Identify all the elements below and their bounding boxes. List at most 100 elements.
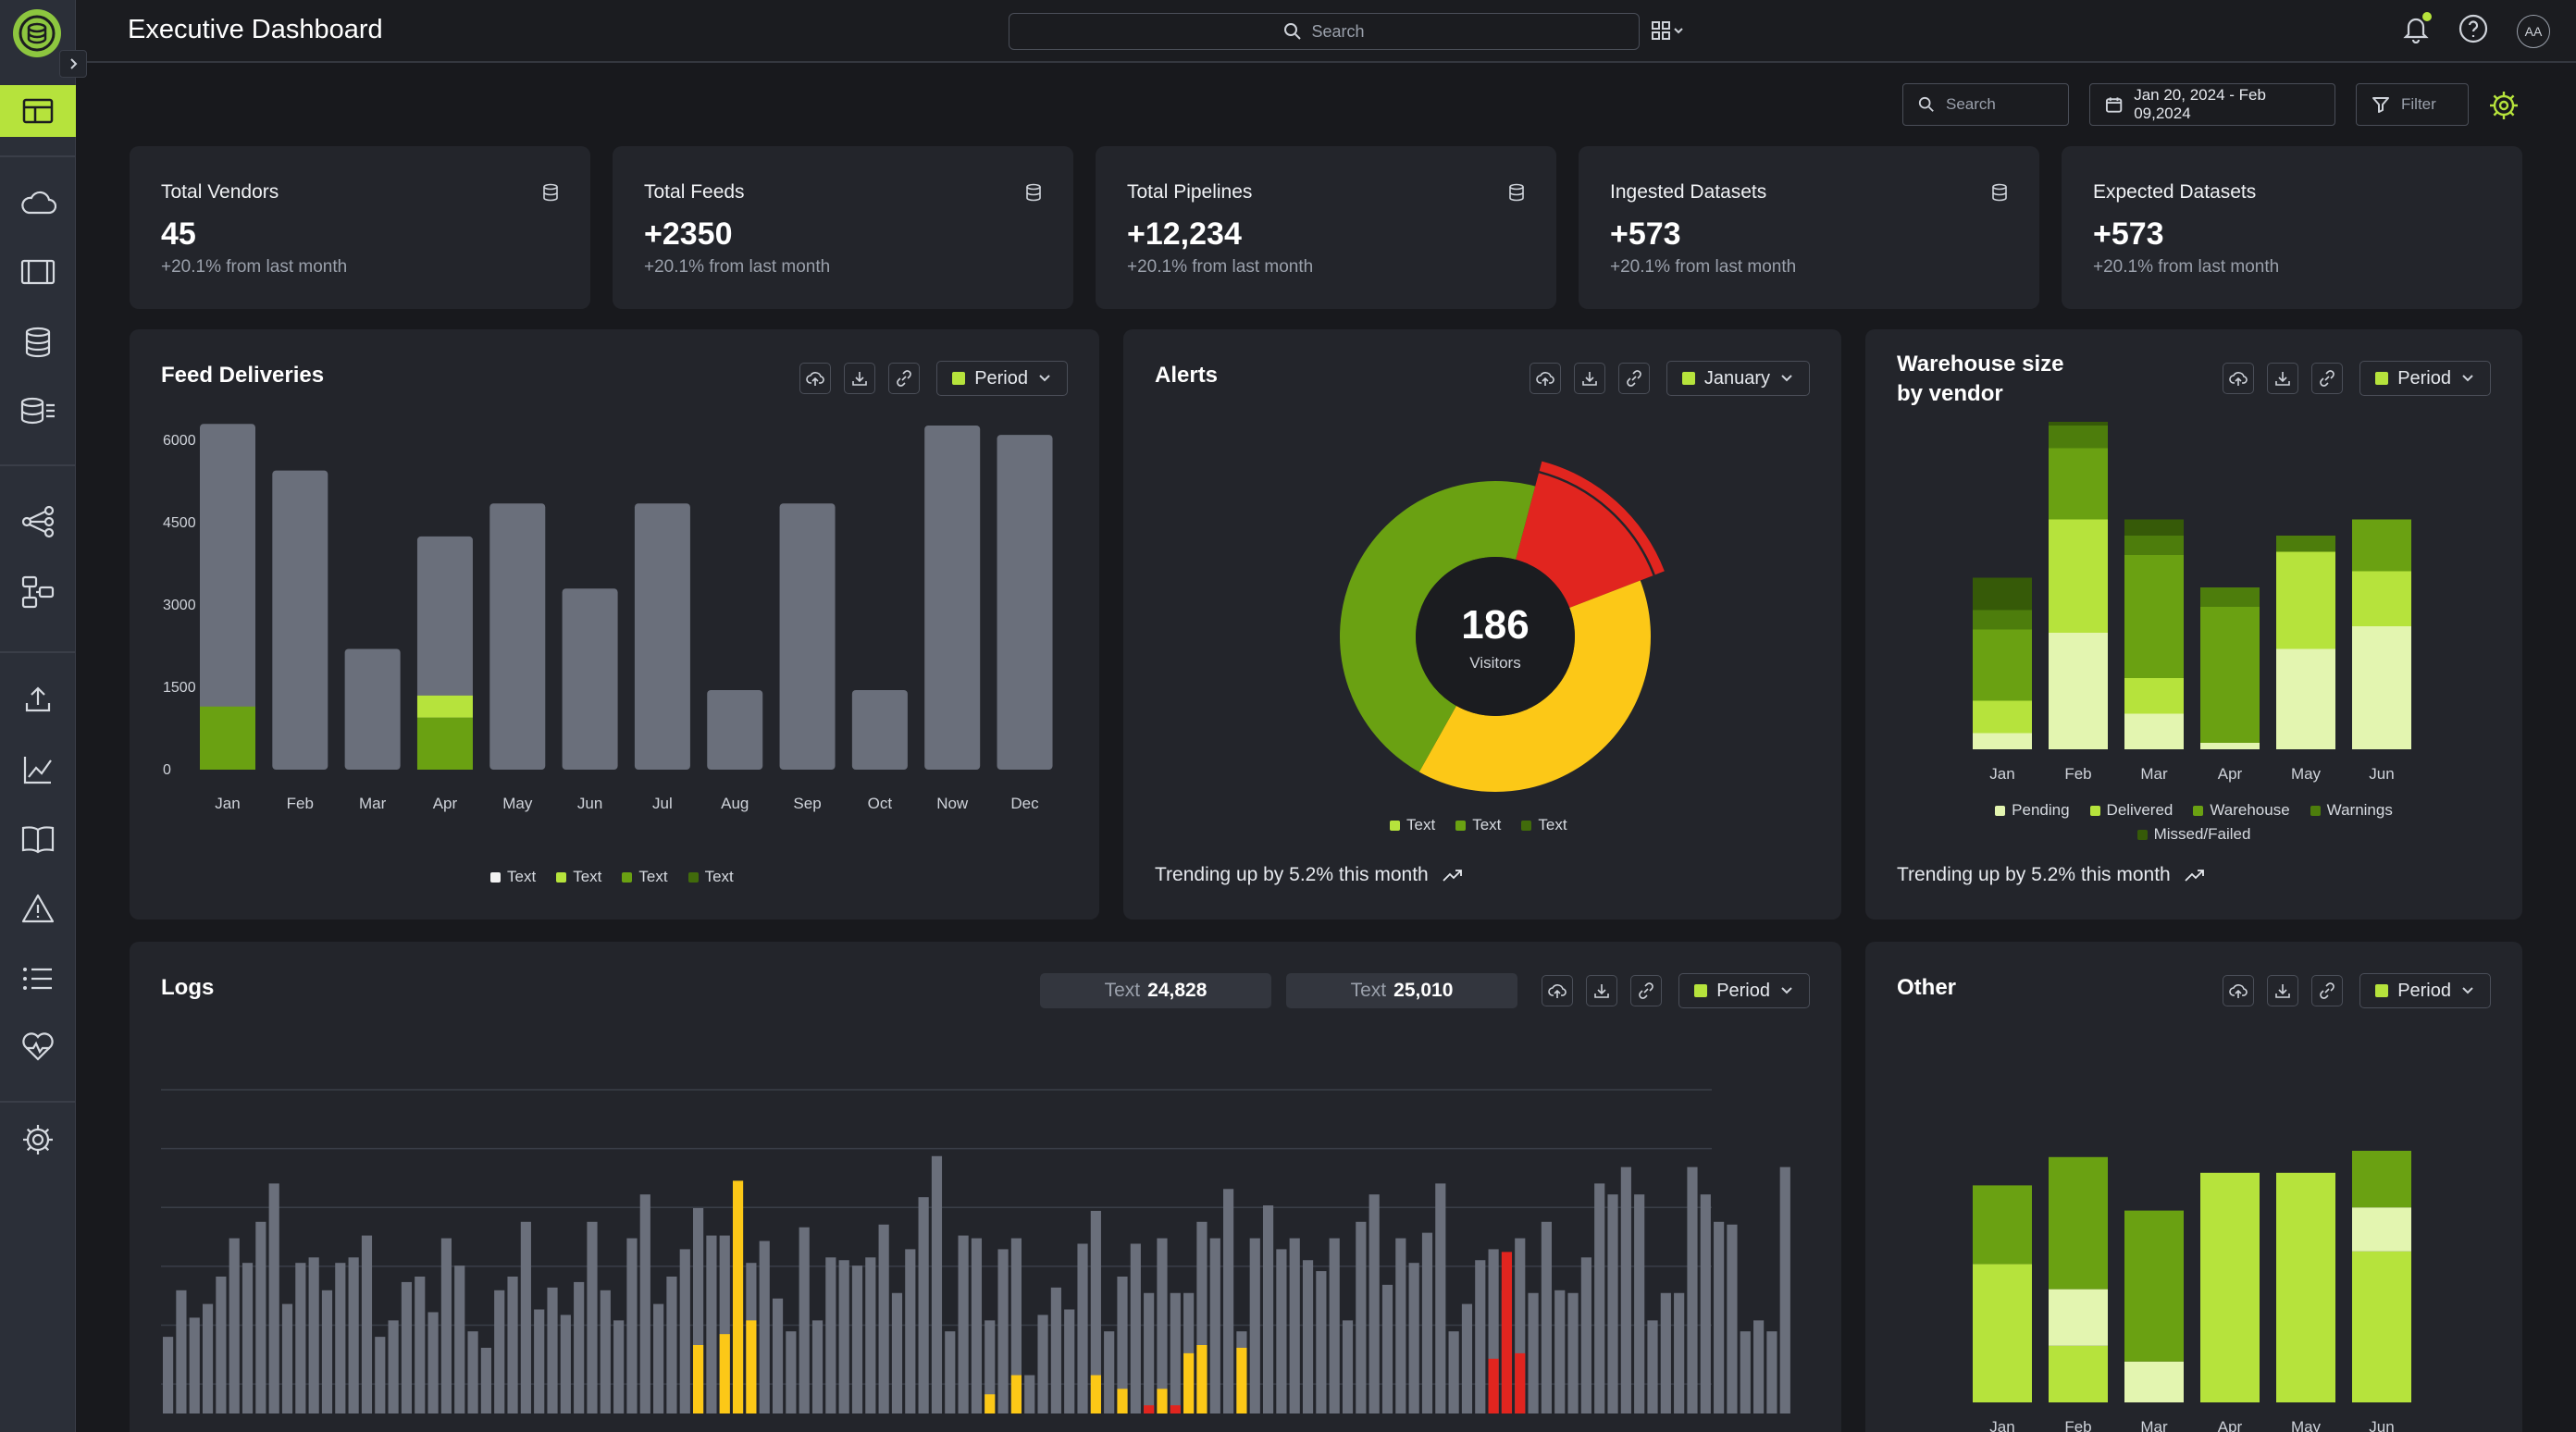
alerts-legend-item: Text: [1390, 816, 1435, 834]
bar-segment: [2352, 626, 2411, 749]
period-dropdown[interactable]: Period: [2359, 973, 2491, 1008]
apps-menu-button[interactable]: [1651, 19, 1686, 49]
download-button[interactable]: [844, 363, 876, 394]
dashboard-settings-button[interactable]: [2487, 89, 2520, 127]
sidebar-item-film[interactable]: [0, 246, 76, 298]
global-search-placeholder: Search: [1311, 21, 1365, 41]
log-bar: [1766, 1331, 1777, 1413]
bar-segment: [2124, 519, 2184, 536]
cloud-upload-button[interactable]: [2223, 363, 2255, 394]
period-dropdown[interactable]: Period: [2359, 361, 2491, 396]
log-bar: [295, 1263, 306, 1413]
period-dropdown[interactable]: Period: [936, 361, 1068, 396]
link-button[interactable]: [1617, 363, 1650, 394]
bar-segment: [1973, 733, 2032, 749]
log-bar: [1289, 1238, 1300, 1413]
kpi-card: Total Pipelines +12,234 +20.1% from last m…: [1096, 146, 1556, 309]
sidebar: [0, 0, 87, 1432]
warehouse-legend-item: Warnings: [2310, 801, 2393, 820]
notifications-button[interactable]: [2402, 12, 2432, 48]
warehouse-title-1: Warehouse size: [1897, 352, 2064, 377]
chevron-down-icon: [2462, 375, 2473, 382]
month-dropdown[interactable]: January: [1666, 361, 1810, 396]
help-button[interactable]: [2458, 13, 2489, 49]
kpi-value: +12,234: [1127, 216, 1242, 252]
warehouse-legend: Pending Delivered Warehouse Warnings Missed/…: [1976, 801, 2411, 844]
kpi-card: Expected Datasets +573 +20.1% from last mo…: [2062, 146, 2522, 309]
log-bar: [666, 1277, 677, 1413]
download-icon: [1582, 372, 1597, 386]
x-tick-label: Feb: [2064, 765, 2091, 783]
x-tick-label: Jun: [577, 795, 602, 812]
log-bar: [1356, 1221, 1367, 1413]
sidebar-item-settings[interactable]: [0, 1114, 76, 1166]
sidebar-item-list[interactable]: [0, 953, 76, 1005]
link-button[interactable]: [1630, 975, 1663, 1006]
log-bar: [931, 1155, 943, 1413]
filter-icon: [2372, 97, 2389, 113]
sidebar-item-docs[interactable]: [0, 814, 76, 866]
sidebar-item-dashboard[interactable]: [0, 85, 76, 137]
sidebar-item-data-sources[interactable]: [0, 385, 76, 437]
local-search-input[interactable]: Search: [1902, 83, 2069, 126]
cloud-upload-button[interactable]: [1542, 975, 1574, 1006]
log-bar: [693, 1208, 704, 1413]
download-button[interactable]: [1573, 363, 1605, 394]
sidebar-divider: [0, 651, 76, 653]
sidebar-item-workflow[interactable]: [0, 566, 76, 618]
sidebar-item-database[interactable]: [0, 316, 76, 368]
cloud-upload-button[interactable]: [799, 363, 832, 394]
log-bar: [534, 1309, 545, 1413]
x-tick-label: May: [2291, 765, 2322, 783]
log-bar: [905, 1249, 916, 1413]
x-tick-label: Jun: [2369, 765, 2394, 783]
legend-swatch: [622, 871, 633, 883]
bar: [997, 435, 1053, 770]
cloud-upload-icon: [2229, 372, 2248, 386]
global-search-input[interactable]: Search: [1009, 13, 1640, 50]
log-bar: [1249, 1238, 1260, 1413]
sidebar-expand-button[interactable]: [59, 50, 87, 78]
log-bar: [1674, 1292, 1685, 1413]
log-bar-highlight: [719, 1334, 730, 1413]
bar-segment: [2124, 678, 2184, 714]
link-button[interactable]: [2311, 975, 2344, 1006]
log-bar: [1368, 1194, 1380, 1413]
log-bar: [375, 1337, 386, 1413]
legend-swatch: [1995, 805, 2006, 816]
filter-button[interactable]: Filter: [2356, 83, 2469, 126]
log-bar: [520, 1221, 531, 1413]
log-bar-highlight: [1117, 1389, 1128, 1413]
download-button[interactable]: [2267, 975, 2299, 1006]
sidebar-item-health[interactable]: [0, 1021, 76, 1073]
period-dropdown[interactable]: Period: [1678, 973, 1810, 1008]
link-icon: [1627, 370, 1641, 387]
chevron-right-icon: [70, 58, 78, 69]
log-bar: [958, 1235, 969, 1413]
sidebar-item-upload[interactable]: [0, 673, 76, 725]
log-bar: [1594, 1183, 1605, 1413]
sidebar-divider: [0, 464, 76, 466]
cloud-upload-icon: [1548, 984, 1567, 998]
date-range-picker[interactable]: Jan 20, 2024 - Feb 09,2024: [2089, 83, 2335, 126]
link-button[interactable]: [888, 363, 921, 394]
log-bar: [600, 1290, 611, 1413]
kpi-label: Total Vendors: [161, 181, 279, 203]
logo-icon[interactable]: [13, 9, 61, 57]
sidebar-item-alerts[interactable]: [0, 883, 76, 934]
avatar[interactable]: AA: [2517, 14, 2550, 48]
other-title: Other: [1897, 975, 1957, 1000]
sidebar-item-analytics[interactable]: [0, 744, 76, 796]
cloud-upload-button[interactable]: [1529, 363, 1561, 394]
download-button[interactable]: [2267, 363, 2299, 394]
log-bar: [1090, 1210, 1101, 1413]
download-button[interactable]: [1586, 975, 1618, 1006]
sidebar-item-cloud[interactable]: [0, 178, 76, 229]
chevron-down-icon: [1781, 375, 1792, 382]
log-bar: [1461, 1303, 1473, 1413]
cloud-upload-button[interactable]: [2223, 975, 2255, 1006]
y-tick-label: 3000: [163, 598, 196, 613]
sidebar-item-pipelines[interactable]: [0, 496, 76, 548]
link-button[interactable]: [2311, 363, 2344, 394]
dropdown-swatch: [2375, 984, 2389, 997]
